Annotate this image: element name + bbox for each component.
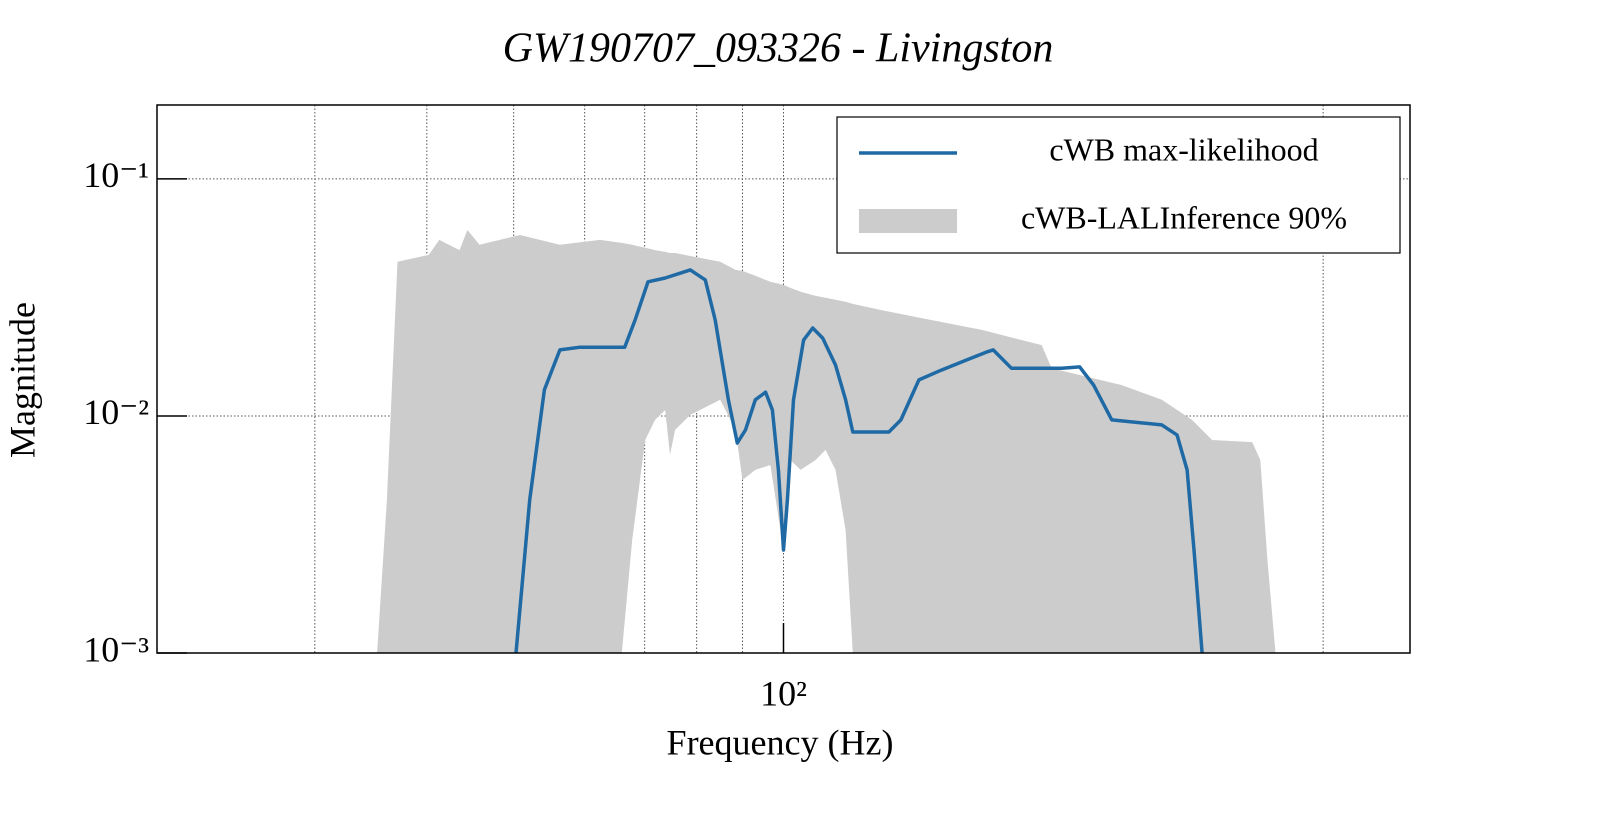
y-axis-label: Magnitude (2, 302, 42, 458)
axes: 10⁻³ 10⁻² 10⁻¹ 10² (83, 104, 1411, 713)
legend: cWB max-likelihood cWB-LALInference 90% (836, 116, 1401, 254)
legend-label: cWB max-likelihood (1049, 131, 1318, 167)
x-axis-label: Frequency (Hz) (667, 722, 894, 762)
legend-label: cWB-LALInference 90% (1021, 199, 1347, 235)
confidence-band (377, 230, 1276, 653)
chart-title: GW190707_093326 - Livingston (503, 26, 1054, 72)
legend-swatch (859, 209, 957, 233)
x-tick-label: 10² (760, 673, 807, 713)
y-tick-label: 10⁻² (83, 392, 149, 432)
plot-area (377, 230, 1276, 653)
series-line (514, 268, 1204, 653)
y-tick-label: 10⁻³ (83, 629, 149, 669)
y-tick-label: 10⁻¹ (83, 155, 149, 195)
